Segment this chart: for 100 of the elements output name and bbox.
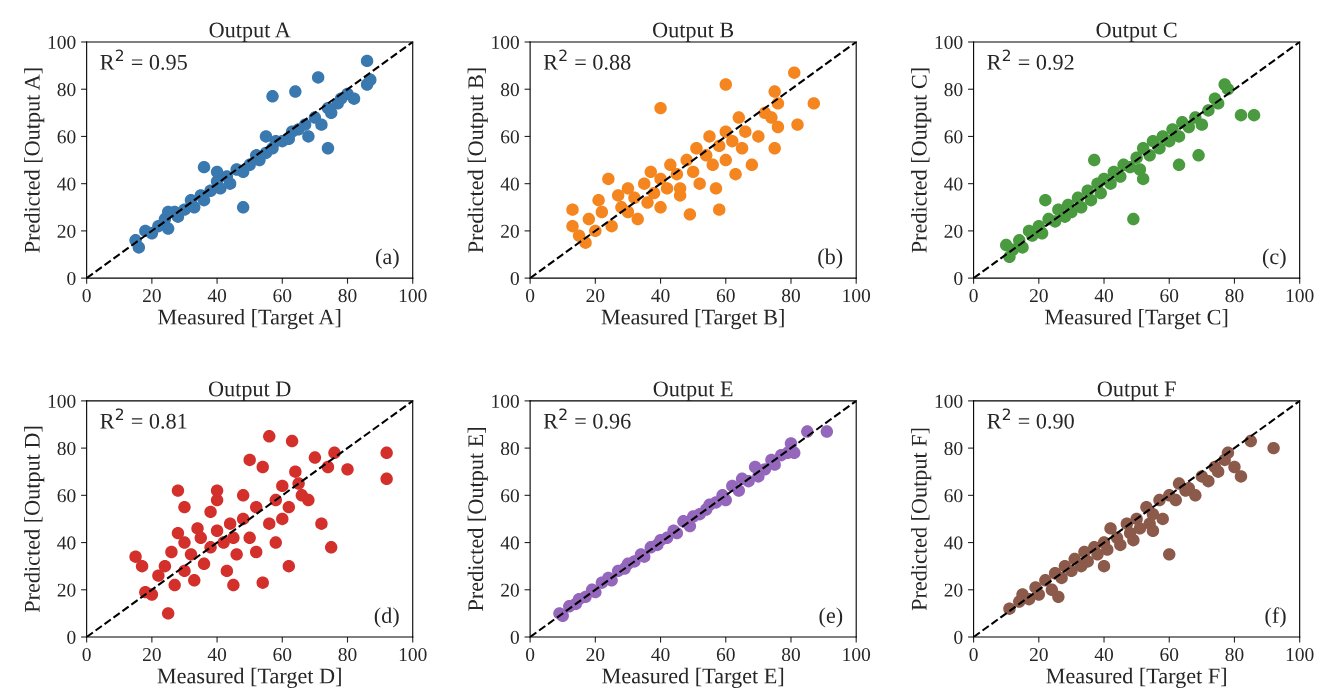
x-tick-label: 60: [273, 289, 292, 303]
point: [703, 130, 716, 143]
point: [683, 208, 697, 221]
point: [325, 106, 338, 120]
x-tick-label: 100: [399, 289, 427, 303]
point: [631, 212, 644, 226]
point: [171, 484, 185, 497]
point: [311, 71, 325, 84]
chart-title: Output B: [653, 22, 734, 42]
annotation: (c): [1262, 248, 1286, 269]
point: [1084, 193, 1098, 207]
y-tick-label: 80: [57, 83, 76, 97]
point: [1052, 590, 1065, 604]
x-tick-label: 60: [716, 289, 735, 303]
point: [197, 160, 211, 174]
point: [1195, 118, 1209, 131]
x-tick-label: 20: [586, 289, 605, 303]
annotation: (b): [818, 248, 843, 269]
annotation: (d): [374, 607, 399, 628]
point: [745, 158, 759, 171]
point: [178, 536, 191, 549]
point: [266, 90, 279, 103]
point: [269, 536, 282, 549]
point: [325, 541, 338, 554]
x-tick-label: 0: [526, 289, 535, 303]
point: [204, 505, 217, 519]
point: [664, 158, 677, 171]
point: [236, 201, 250, 214]
x-tick-label: 40: [1094, 289, 1114, 303]
point: [302, 130, 315, 143]
point: [132, 241, 146, 254]
point: [315, 118, 328, 131]
point: [1136, 172, 1150, 186]
point: [582, 212, 596, 226]
x-tick-label: 40: [1094, 647, 1114, 662]
y-tick-label: 0: [954, 271, 963, 286]
x-tick-label: 0: [82, 289, 91, 303]
point: [282, 559, 296, 573]
y-tick-label: 80: [501, 83, 519, 97]
point: [171, 526, 185, 540]
point: [1172, 130, 1186, 143]
point: [321, 142, 335, 155]
x-tick-label: 20: [1029, 289, 1048, 303]
y-tick-label: 80: [944, 83, 963, 97]
point: [227, 578, 240, 592]
x-tick-label: 100: [843, 647, 871, 662]
point: [752, 130, 765, 143]
x-axis-title: Measured [Target C]: [1045, 308, 1228, 330]
point: [282, 500, 296, 514]
y-tick-label: 20: [944, 224, 963, 238]
chart-title: Output A: [209, 22, 291, 42]
x-tick-label: 80: [338, 647, 357, 662]
point: [1114, 538, 1127, 552]
point: [595, 205, 609, 219]
point: [263, 430, 276, 443]
point: [188, 201, 201, 214]
y-tick-label: 60: [57, 489, 76, 503]
x-tick-label: 0: [82, 647, 91, 662]
chart-title: Output E: [653, 381, 733, 401]
y-axis-title: Predicted [Output C]: [911, 68, 932, 253]
y-tick-label: 60: [57, 130, 76, 144]
x-tick-label: 40: [651, 289, 670, 303]
y-tick-label: 0: [510, 271, 519, 286]
point: [158, 559, 172, 573]
y-tick-label: 60: [944, 489, 963, 503]
point: [1163, 548, 1176, 561]
x-tick-label: 20: [142, 289, 161, 303]
point: [605, 219, 618, 233]
point: [1234, 470, 1248, 483]
annotation: R$^{2}$ = 0.92: [987, 49, 1074, 70]
annotation: R$^{2}$ = 0.96: [543, 408, 631, 429]
point: [1189, 489, 1202, 502]
y-tick-label: 100: [935, 35, 963, 49]
point: [1088, 153, 1101, 167]
y-axis-title: Predicted [Output F]: [911, 428, 932, 611]
x-tick-label: 20: [586, 647, 605, 662]
y-tick-label: 80: [501, 441, 519, 456]
point: [152, 569, 165, 582]
point: [729, 168, 742, 181]
point: [220, 564, 234, 578]
point: [302, 493, 315, 507]
y-tick-label: 20: [501, 583, 519, 597]
point: [1192, 149, 1205, 162]
x-axis-title: Measured [Target B]: [601, 308, 784, 330]
point: [341, 463, 354, 476]
point: [263, 517, 276, 530]
point: [686, 165, 700, 179]
annotation: (e): [819, 607, 843, 628]
point: [285, 434, 299, 448]
point: [654, 101, 667, 115]
point: [1133, 522, 1147, 535]
point: [739, 125, 752, 138]
point: [706, 158, 719, 171]
point: [719, 78, 732, 91]
x-tick-label: 20: [1029, 647, 1048, 662]
point: [347, 92, 361, 105]
point: [289, 465, 302, 478]
x-tick-label: 20: [142, 647, 161, 662]
point: [161, 607, 175, 620]
point: [1127, 533, 1140, 547]
